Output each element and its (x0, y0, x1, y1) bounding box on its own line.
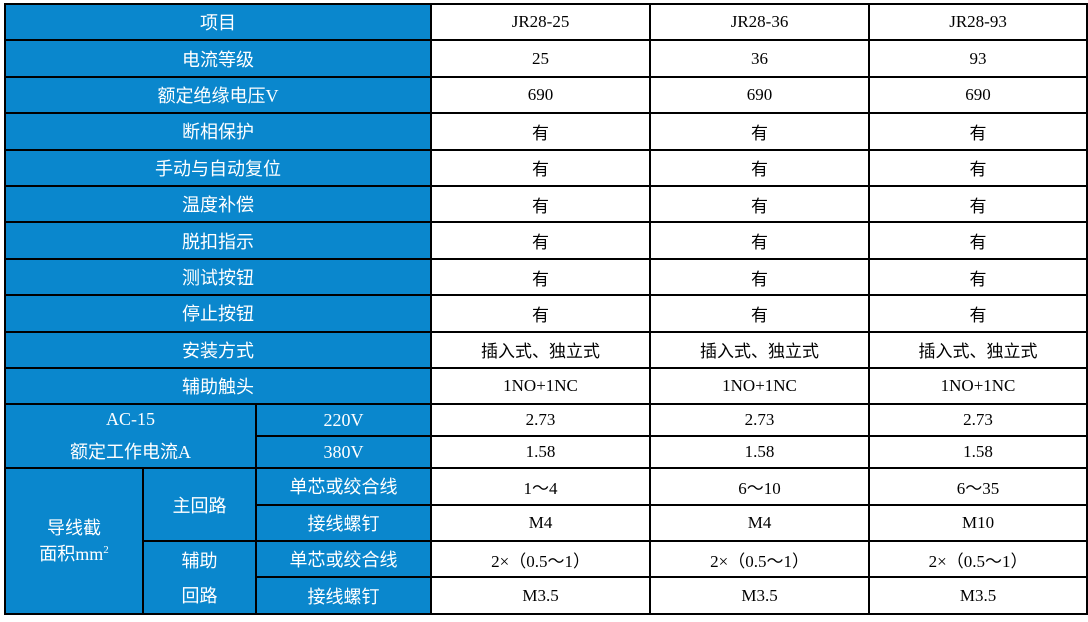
value-cell: 2×（0.5～1） (649, 539, 871, 579)
value-cell: 有 (430, 185, 652, 224)
value-cell: M4 (430, 503, 652, 543)
table-row: 辅助 回路 单芯或绞合线 2×（0.5～1） 2×（0.5～1） 2×（0.5～… (5, 539, 1088, 615)
value-cell: 1.58 (649, 435, 871, 470)
value-cell: 1NO+1NC (649, 367, 871, 406)
table-row: 导线截 面积mm2 主回路 单芯或绞合线 1～4 6～10 6～35 (4, 467, 1088, 615)
model-header-cell: JR28-93 (868, 2, 1088, 42)
value-cell: 插入式、独立式 (430, 330, 652, 370)
row-label-cell: 手动与自动复位 (3, 148, 433, 188)
value-cell: 有 (649, 148, 871, 188)
value-cell: 插入式、独立式 (649, 330, 871, 370)
value-cell: 25 (430, 39, 652, 78)
voltage-label-cell: 220V (254, 403, 433, 438)
row-label-cell: 脱扣指示 (3, 221, 433, 260)
value-cell: 有 (868, 257, 1088, 297)
value-cell: 有 (649, 257, 871, 297)
value-cell: 有 (649, 294, 871, 333)
value-cell: 36 (649, 39, 871, 78)
wire-type-label-cell: 单芯或绞合线 (254, 539, 433, 579)
value-cell: 有 (430, 221, 652, 260)
table-row: 安装方式 插入式、独立式 插入式、独立式 插入式、独立式 (3, 330, 1088, 370)
value-cell: 2×（0.5～1） (430, 539, 652, 579)
value-cell: 有 (430, 112, 652, 151)
value-cell: M10 (868, 503, 1088, 543)
wire-label-line2: 面积mm (39, 544, 104, 565)
row-label-cell: 断相保护 (3, 112, 433, 151)
wire-section-label-cell: 导线截 面积mm2 (4, 467, 144, 615)
value-cell: 6～10 (649, 467, 871, 506)
wire-type-label-cell: 单芯或绞合线 (254, 467, 433, 506)
row-label-cell: 额定绝缘电压V (3, 75, 433, 115)
header-item-cell: 项目 (3, 2, 433, 42)
value-cell: 690 (649, 75, 871, 115)
value-cell: M3.5 (430, 576, 652, 615)
ac15-label-line2: 额定工作电流A (70, 441, 191, 462)
value-cell: 1.58 (868, 435, 1088, 470)
spec-table: 项目 JR28-25 JR28-36 JR28-93 电流等级 25 36 93… (3, 2, 1088, 615)
table-row: 380V 1.58 1.58 1.58 (5, 435, 1088, 470)
value-cell: 1NO+1NC (868, 367, 1088, 406)
row-label-cell: 电流等级 (3, 39, 433, 78)
table-row: 额定绝缘电压V 690 690 690 (3, 75, 1088, 115)
voltage-label-cell: 380V (254, 435, 433, 470)
value-cell: 93 (868, 39, 1088, 78)
value-cell: 1NO+1NC (430, 367, 652, 406)
table-row-header: 项目 JR28-25 JR28-36 JR28-93 (3, 2, 1088, 42)
value-cell: 有 (649, 221, 871, 260)
row-label-cell: 停止按钮 (3, 294, 433, 333)
table-row: 接线螺钉 M3.5 M3.5 M3.5 (5, 576, 1088, 615)
value-cell: 1～4 (430, 467, 652, 506)
value-cell: 690 (868, 75, 1088, 115)
value-cell: M4 (649, 503, 871, 543)
value-cell: 有 (868, 294, 1088, 333)
circuit-group-label-cell: 辅助 回路 (142, 540, 257, 615)
table-row: 电流等级 25 36 93 (3, 39, 1088, 78)
value-cell: 有 (430, 148, 652, 188)
value-cell: 2.73 (649, 403, 871, 438)
wire-type-label-cell: 接线螺钉 (254, 503, 433, 543)
wire-label-superscript: 2 (103, 544, 109, 557)
value-cell: 有 (649, 112, 871, 151)
aux-circuit-label-line1: 辅助 (181, 550, 218, 571)
table-row: 脱扣指示 有 有 有 (3, 221, 1088, 260)
table-row: 温度补偿 有 有 有 (3, 185, 1088, 224)
aux-circuit-label-line2: 回路 (181, 586, 218, 607)
model-header-cell: JR28-36 (649, 2, 871, 42)
value-cell: 插入式、独立式 (868, 330, 1088, 370)
value-cell: 2.73 (868, 403, 1088, 438)
table-row: 停止按钮 有 有 有 (3, 294, 1088, 333)
value-cell: 6～35 (868, 467, 1088, 506)
value-cell: 有 (430, 294, 652, 333)
table-row: AC-15 额定工作电流A 220V 2.73 2.73 2.73 (4, 403, 1088, 470)
value-cell: M3.5 (868, 576, 1088, 615)
value-cell: M3.5 (649, 576, 871, 615)
table-row: 测试按钮 有 有 有 (3, 257, 1088, 297)
value-cell: 有 (868, 185, 1088, 224)
value-cell: 有 (868, 221, 1088, 260)
table-row: 辅助触头 1NO+1NC 1NO+1NC 1NO+1NC (3, 367, 1088, 406)
row-label-cell: 温度补偿 (3, 185, 433, 224)
model-header-cell: JR28-25 (430, 2, 652, 42)
value-cell: 有 (430, 257, 652, 297)
value-cell: 2.73 (430, 403, 652, 438)
wire-label-line1: 导线截 (47, 518, 101, 538)
ac15-label-line1: AC-15 (106, 409, 155, 430)
table-row: 接线螺钉 M4 M4 M10 (5, 503, 1088, 543)
value-cell: 有 (649, 185, 871, 224)
circuit-group-label-cell: 主回路 (142, 467, 257, 542)
wire-type-label-cell: 接线螺钉 (254, 576, 433, 615)
ac15-group-label-cell: AC-15 额定工作电流A (4, 403, 257, 470)
row-label-cell: 测试按钮 (3, 257, 433, 297)
row-label-cell: 安装方式 (3, 330, 433, 370)
value-cell: 2×（0.5～1） (868, 539, 1088, 579)
value-cell: 有 (868, 112, 1088, 151)
table-row: 断相保护 有 有 有 (3, 112, 1088, 151)
value-cell: 有 (868, 148, 1088, 188)
value-cell: 1.58 (430, 435, 652, 470)
row-label-cell: 辅助触头 (3, 367, 433, 406)
table-row: 手动与自动复位 有 有 有 (3, 148, 1088, 188)
value-cell: 690 (430, 75, 652, 115)
